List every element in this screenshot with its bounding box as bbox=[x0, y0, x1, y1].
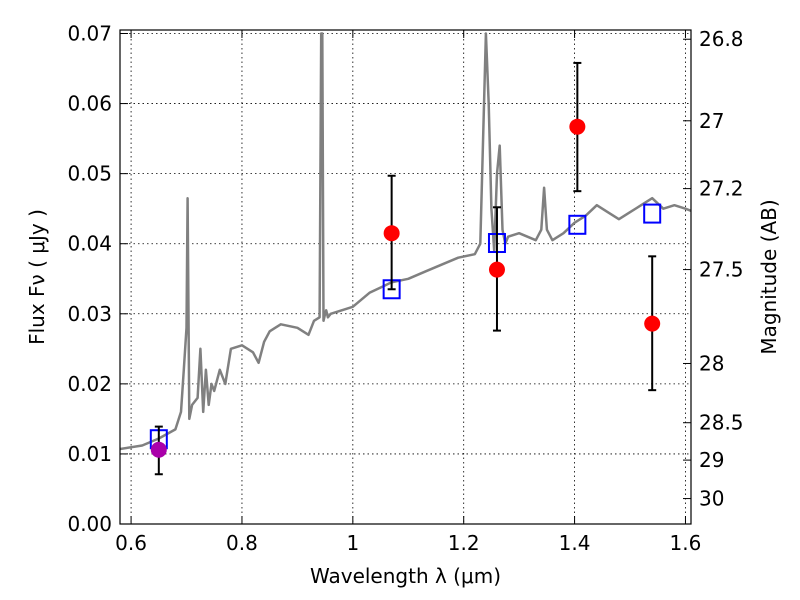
plot-area bbox=[120, 32, 691, 476]
x-tick-label: 0.8 bbox=[226, 531, 258, 555]
y-tick-label: 0.05 bbox=[67, 162, 112, 186]
magnitude-tick-label: 26.8 bbox=[699, 27, 744, 51]
magnitude-tick-label: 28 bbox=[699, 351, 724, 375]
y-tick-label: 0.00 bbox=[67, 512, 112, 536]
x-tick-label: 1.4 bbox=[559, 531, 591, 555]
y-tick-label: 0.07 bbox=[67, 22, 112, 46]
model-spectrum-line bbox=[120, 32, 691, 451]
magnitude-axis-label: Magnitude (AB) bbox=[757, 199, 781, 354]
observed-flux-point bbox=[644, 315, 661, 332]
magnitude-tick-label: 27 bbox=[699, 109, 724, 133]
magnitude-tick-label: 27.5 bbox=[699, 258, 744, 282]
x-axis-label: Wavelength λ (μm) bbox=[310, 564, 501, 588]
y-tick-label: 0.03 bbox=[67, 302, 112, 326]
observed-flux-point bbox=[488, 261, 505, 278]
y-tick-label: 0.02 bbox=[67, 372, 112, 396]
observed-flux-point bbox=[383, 225, 400, 242]
plot-frame bbox=[119, 29, 692, 525]
magnitude-tick-label: 30 bbox=[699, 487, 724, 511]
x-tick-label: 1.2 bbox=[448, 531, 480, 555]
magnitude-tick-labels: 26.8 27 27.2 27.5 28 28.5 29 30 bbox=[699, 27, 744, 510]
x-tick-label: 0.6 bbox=[115, 531, 147, 555]
x-tick-label: 1.6 bbox=[670, 531, 702, 555]
model-photometry-square bbox=[568, 214, 587, 235]
y-tick-labels: 0.00 0.01 0.02 0.03 0.04 0.05 0.06 0.07 bbox=[67, 22, 112, 536]
y-axis-label: Flux Fν ( μJy ) bbox=[25, 209, 49, 345]
tick-marks bbox=[120, 30, 691, 525]
magnitude-tick-label: 27.2 bbox=[699, 177, 744, 201]
grid bbox=[120, 30, 691, 525]
magnitude-tick-label: 29 bbox=[699, 448, 724, 472]
model-photometry-square bbox=[643, 203, 662, 224]
observed-flux-point bbox=[569, 118, 586, 135]
x-tick-label: 1 bbox=[346, 531, 359, 555]
y-tick-label: 0.04 bbox=[67, 232, 112, 256]
observed-flux-point bbox=[150, 441, 167, 458]
x-tick-labels: 0.6 0.8 1 1.2 1.4 1.6 bbox=[115, 531, 701, 555]
magnitude-tick-label: 28.5 bbox=[699, 411, 744, 435]
y-tick-label: 0.01 bbox=[67, 442, 112, 466]
y-tick-label: 0.06 bbox=[67, 92, 112, 116]
